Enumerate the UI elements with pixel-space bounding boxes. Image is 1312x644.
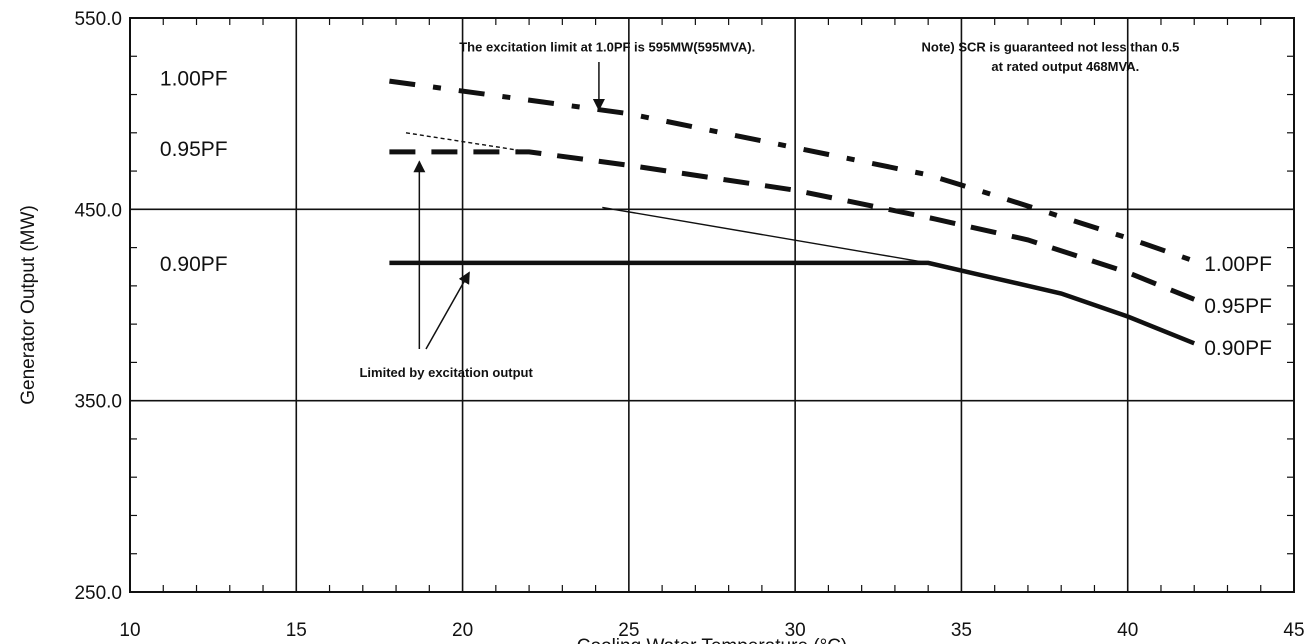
gridlines — [130, 18, 1294, 592]
reference-line — [602, 206, 929, 264]
annotation-text: Limited by excitation output — [359, 365, 533, 380]
annotation-text: The excitation limit at 1.0PF is 595MW(5… — [459, 40, 755, 55]
annotation-layer: 1.00PF 0.95PF 0.90PF 1.00PF 0.95PF 0.90PF The … — [160, 40, 1272, 380]
series-label: 1.00PF — [1204, 253, 1272, 276]
series-layer — [389, 78, 1196, 346]
annotation-text: Note) SCR is guaranteed not less than 0.… — [922, 40, 1180, 55]
annotation-arrow — [425, 271, 470, 350]
y-tick-label: 550.0 — [74, 9, 122, 30]
series-label: 0.95PF — [160, 138, 228, 161]
minor-ticks — [130, 18, 1294, 592]
series-line — [389, 149, 1196, 302]
plot-area — [129, 17, 1295, 593]
x-tick-label: 20 — [452, 620, 473, 641]
x-tick-label: 10 — [119, 620, 140, 641]
x-tick-label: 25 — [618, 620, 639, 641]
x-tick-label: 30 — [785, 620, 806, 641]
x-axis-title: Cooling Water Temperature (°C) — [577, 636, 848, 644]
y-axis-title: Generator Output (MW) — [18, 205, 39, 405]
x-tick-label: 15 — [286, 620, 307, 641]
series-label: 0.90PF — [160, 253, 228, 276]
series-label: 1.00PF — [160, 67, 228, 90]
tick-labels: 10 15 20 25 30 35 40 45 250.0 350.0 450.0 550.0 — [74, 9, 1304, 641]
series-line — [389, 78, 1196, 264]
x-tick-label: 35 — [951, 620, 972, 641]
annotation-text: at rated output 468MVA. — [991, 59, 1139, 74]
series-line — [389, 260, 1196, 346]
y-tick-label: 250.0 — [74, 583, 122, 604]
x-tick-label: 40 — [1117, 620, 1138, 641]
series-label: 0.95PF — [1204, 295, 1272, 318]
x-tick-label: 45 — [1283, 620, 1304, 641]
y-tick-label: 350.0 — [74, 392, 122, 413]
y-tick-label: 450.0 — [74, 200, 122, 221]
series-label: 0.90PF — [1204, 337, 1272, 360]
